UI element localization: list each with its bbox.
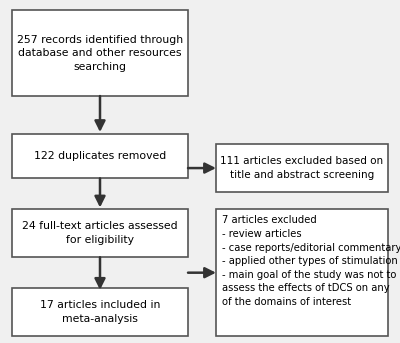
Text: 7 articles excluded
- review articles
- case reports/editorial commentary
- appl: 7 articles excluded - review articles - …: [222, 215, 400, 307]
Bar: [216, 144, 388, 192]
Bar: [12, 10, 188, 96]
Bar: [216, 209, 388, 336]
Text: 122 duplicates removed: 122 duplicates removed: [34, 151, 166, 161]
Text: 17 articles included in
meta-analysis: 17 articles included in meta-analysis: [40, 300, 160, 324]
Bar: [12, 209, 188, 257]
Text: 24 full-text articles assessed
for eligibility: 24 full-text articles assessed for eligi…: [22, 222, 178, 245]
Bar: [12, 134, 188, 178]
Text: 257 records identified through
database and other resources
searching: 257 records identified through database …: [17, 35, 183, 72]
Bar: [12, 288, 188, 336]
Text: 111 articles excluded based on
title and abstract screening: 111 articles excluded based on title and…: [220, 156, 384, 180]
